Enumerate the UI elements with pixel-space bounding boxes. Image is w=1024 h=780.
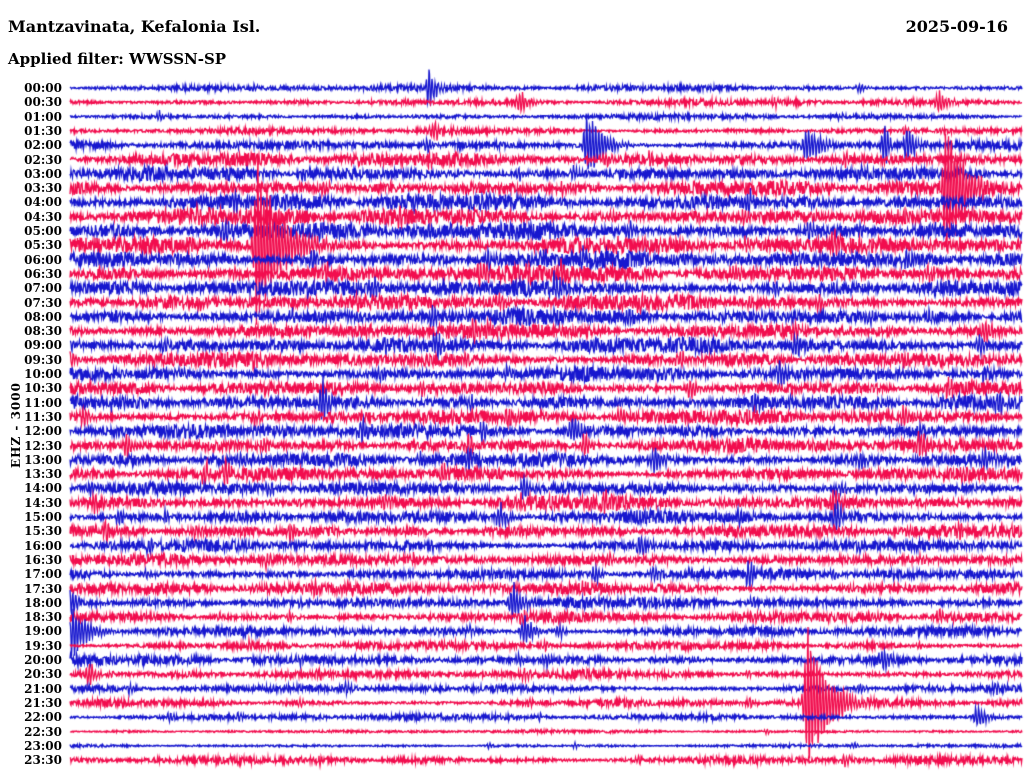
time-label: 01:30 (24, 123, 62, 138)
time-label: 22:00 (24, 710, 62, 725)
time-label: 21:00 (24, 681, 62, 696)
time-label: 11:30 (24, 409, 62, 424)
time-label: 18:30 (24, 610, 62, 625)
time-label: 22:30 (24, 724, 62, 739)
time-label: 09:30 (24, 352, 62, 367)
time-label: 05:30 (24, 238, 62, 253)
time-label: 13:00 (24, 452, 62, 467)
station-title: Mantzavinata, Kefalonia Isl. (8, 17, 261, 36)
time-label: 18:00 (24, 595, 62, 610)
time-label: 12:00 (24, 424, 62, 439)
time-label: 20:00 (24, 653, 62, 667)
date-label: 2025-09-16 (905, 17, 1008, 36)
time-label: 09:00 (24, 338, 62, 353)
time-label: 15:30 (24, 524, 62, 539)
time-label: 23:30 (24, 753, 62, 768)
time-label: 14:00 (24, 481, 62, 496)
time-label: 03:00 (24, 166, 62, 181)
time-label: 19:30 (24, 638, 62, 653)
time-label: 10:00 (24, 367, 62, 381)
time-label: 19:00 (24, 624, 62, 639)
time-label: 16:00 (24, 538, 62, 553)
time-label: 14:30 (24, 495, 62, 510)
time-label: 16:30 (24, 552, 62, 567)
time-label: 08:30 (24, 324, 62, 339)
time-label: 04:30 (24, 209, 62, 224)
time-label: 00:30 (24, 95, 62, 110)
time-label: 20:30 (24, 667, 62, 682)
time-label: 10:30 (24, 381, 62, 396)
time-label: 15:00 (24, 510, 62, 524)
time-label: 13:30 (24, 467, 62, 482)
time-label: 00:00 (24, 81, 62, 95)
time-label: 02:00 (24, 138, 62, 153)
time-label: 01:00 (24, 109, 62, 124)
time-label: 05:00 (24, 224, 62, 238)
time-label: 21:30 (24, 695, 62, 710)
time-label: 07:00 (24, 281, 62, 296)
filter-label: Applied filter: WWSSN-SP (8, 50, 227, 68)
time-label: 04:00 (24, 195, 62, 210)
time-label: 12:30 (24, 438, 62, 453)
time-label: 17:30 (24, 581, 62, 596)
time-label: 06:30 (24, 266, 62, 281)
time-label: 23:00 (24, 738, 62, 753)
time-label: 08:00 (24, 309, 62, 324)
time-label: 06:00 (24, 252, 62, 267)
time-label: 07:30 (24, 295, 62, 310)
time-label: 03:30 (24, 181, 62, 196)
time-label: 11:00 (24, 395, 62, 410)
time-label: 02:30 (24, 152, 62, 167)
time-label: 17:00 (24, 567, 62, 582)
